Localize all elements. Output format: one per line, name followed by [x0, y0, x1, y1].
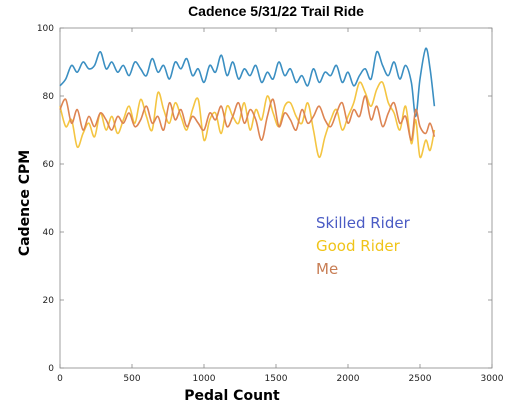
x-axis-ticks: 0 500 1000 1500 2000 2500 3000	[57, 28, 504, 384]
legend-good-rider: Good Rider	[316, 237, 401, 255]
chart-title: Cadence 5/31/22 Trail Ride	[188, 3, 364, 19]
me-line	[59, 95, 436, 142]
x-tick-label: 0	[57, 374, 63, 384]
x-tick-label: 1500	[265, 374, 288, 384]
x-tick-label: 2500	[409, 374, 432, 384]
legend-me: Me	[316, 260, 338, 278]
y-axis-ticks: 0 20 40 60 80 100	[37, 24, 492, 374]
plot-frame	[59, 27, 493, 369]
legend: Skilled Rider Good Rider Me	[316, 214, 411, 278]
y-tick-label: 80	[43, 92, 55, 102]
series-lines	[59, 47, 436, 159]
y-tick-label: 0	[48, 364, 54, 374]
x-tick-label: 500	[123, 374, 140, 384]
y-axis-label: Cadence CPM	[17, 150, 33, 256]
skilled-rider-line	[59, 47, 436, 118]
x-tick-label: 2000	[337, 374, 360, 384]
good-rider-line	[59, 81, 436, 159]
y-tick-label: 20	[43, 296, 55, 306]
x-tick-label: 1000	[193, 374, 216, 384]
legend-skilled-rider: Skilled Rider	[316, 214, 411, 232]
x-tick-label: 3000	[481, 374, 504, 384]
y-tick-label: 100	[37, 24, 54, 34]
x-axis-label: Pedal Count	[184, 388, 280, 404]
y-tick-label: 60	[43, 160, 55, 170]
y-tick-label: 40	[43, 228, 55, 238]
